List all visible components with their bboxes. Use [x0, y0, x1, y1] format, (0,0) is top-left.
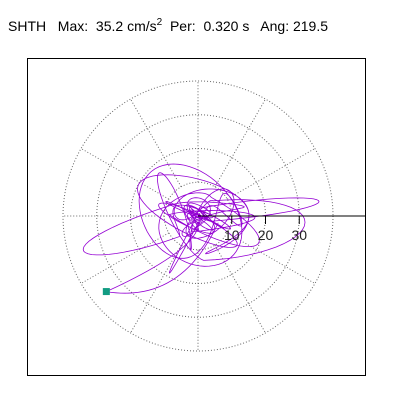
grid-spoke [226, 148, 316, 200]
max-unit: cm/s [127, 18, 157, 34]
grid-spoke [214, 98, 266, 188]
trace-layer [82, 163, 320, 296]
angle-label: Ang: [260, 18, 290, 34]
max-value: 35.2 [95, 18, 124, 34]
max-unit-exponent: 2 [156, 17, 163, 28]
grid-spoke [80, 148, 170, 200]
angle-value: 219.5 [292, 18, 329, 34]
motion-trace [82, 163, 320, 294]
grid-spoke [226, 232, 316, 284]
station-code: SHTH [8, 18, 47, 34]
axis-layer: 10 20 30 [198, 215, 365, 243]
chart-header: SHTH Max: 35.2 cm/s2 Per: 0.320 s Ang: 2… [8, 14, 328, 35]
grid-spoke [214, 244, 266, 334]
period-value: 0.320 s [203, 18, 250, 34]
period-label: Per: [169, 18, 196, 34]
max-label: Max: [57, 18, 89, 34]
axis-tick-label: 20 [258, 227, 274, 243]
grid-spoke [130, 244, 182, 334]
plot-frame: 10 20 30 [27, 58, 366, 376]
grid-spoke [80, 232, 170, 284]
polar-plot: 10 20 30 [62, 80, 365, 352]
grid-spoke [130, 98, 182, 188]
max-point-marker [102, 288, 110, 296]
axis-tick-label: 10 [224, 227, 240, 243]
axis-tick-label: 30 [291, 227, 307, 243]
